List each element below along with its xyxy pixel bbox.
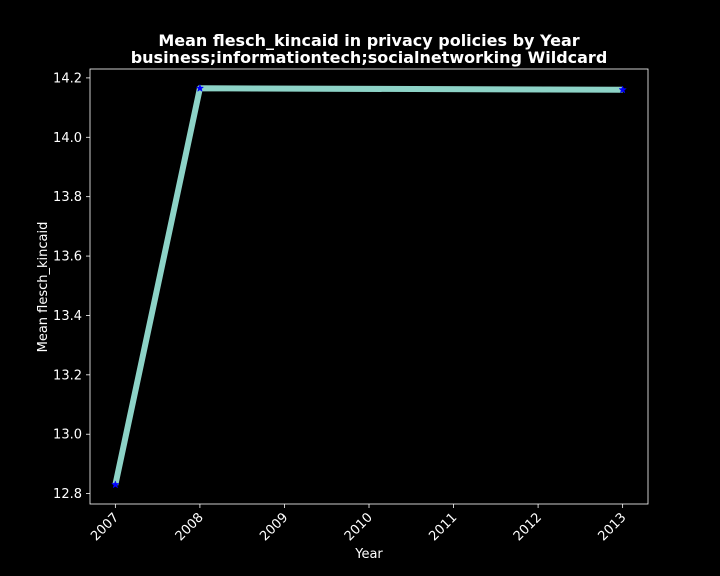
plot-area-frame [89,68,649,505]
chart-title: Mean flesch_kincaid in privacy policies … [158,31,579,50]
y-axis-label: Mean flesch_kincaid [36,222,51,353]
series-layer [111,83,627,489]
y-tick-label: 13.2 [53,368,82,383]
y-tick-label: 13.4 [53,309,82,324]
y-tick-label: 14.2 [53,71,82,86]
y-tick-label: 13.0 [53,428,82,443]
y-axis-ticks: 12.8 13.0 13.2 13.4 13.6 13.8 14.0 14.2 [53,71,90,502]
chart-subtitle: business;informationtech;socialnetworkin… [131,48,608,67]
data-point-marker [111,480,120,489]
data-point-marker [195,83,205,92]
y-tick-label: 13.6 [53,250,82,265]
x-axis-label: Year [354,547,383,562]
y-tick-label: 14.0 [53,131,82,146]
data-point-marker [618,85,627,94]
y-tick-label: 12.8 [53,487,82,502]
y-tick-label: 13.8 [53,190,82,205]
